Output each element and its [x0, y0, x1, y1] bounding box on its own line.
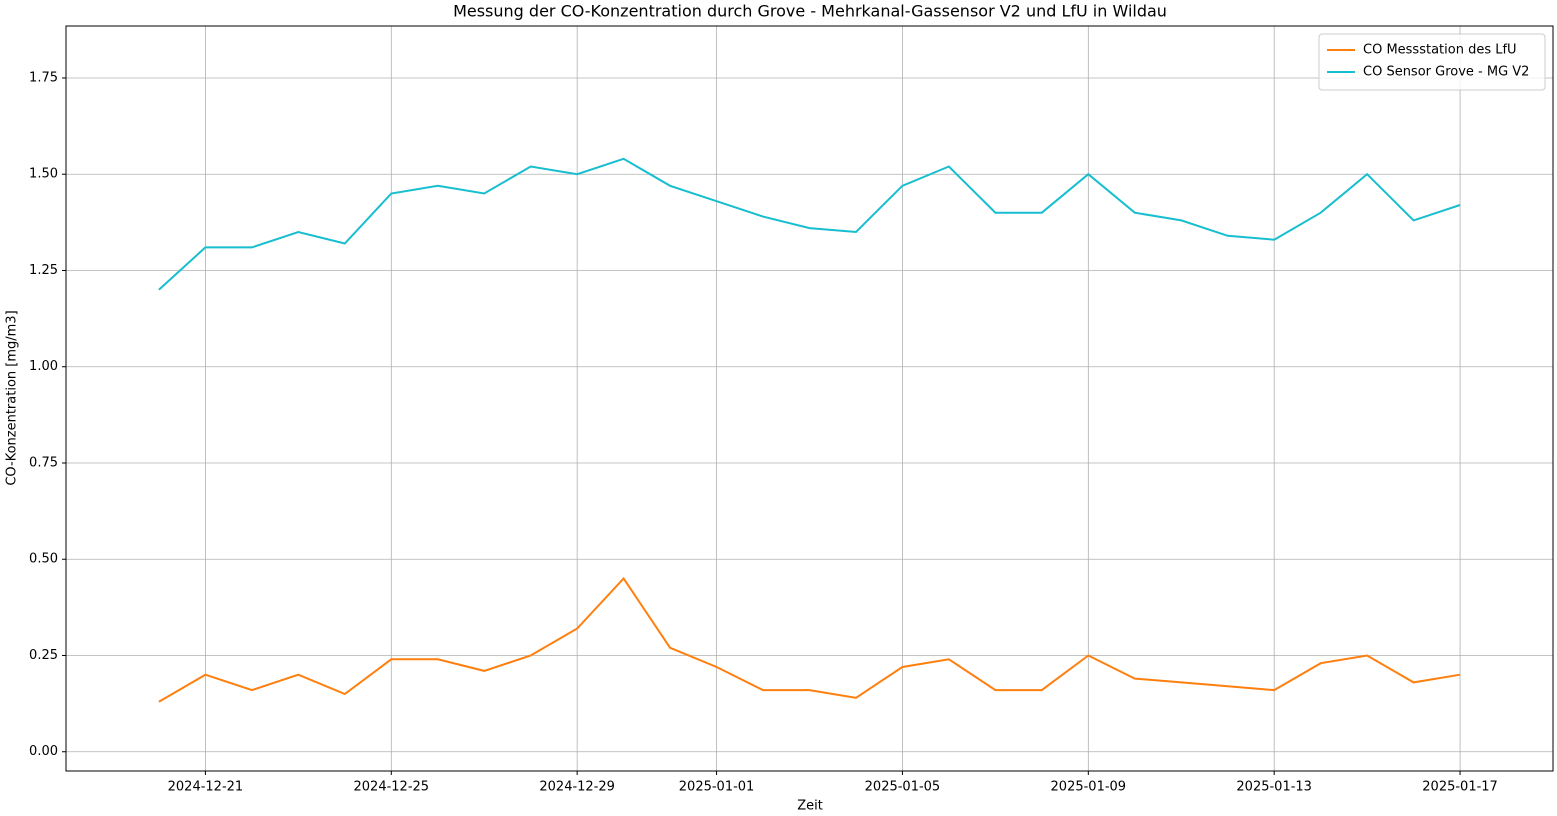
x-tick-label: 2024-12-25 [354, 780, 430, 795]
y-tick-label: 1.25 [29, 263, 58, 278]
plot-frame [65, 25, 1554, 772]
y-tick-label: 0.75 [29, 455, 58, 470]
x-axis-label: Zeit [797, 799, 823, 814]
y-tick-label: 1.00 [29, 359, 58, 374]
legend: CO Messstation des LfU CO Sensor Grove - … [1318, 33, 1546, 91]
legend-box [1318, 33, 1546, 91]
x-tick-label: 2024-12-29 [539, 780, 615, 795]
y-tick-label: 0.25 [29, 648, 58, 663]
x-tick-label: 2025-01-05 [865, 780, 941, 795]
legend-label: CO Messstation des LfU [1363, 43, 1517, 58]
y-axis-label: CO-Konzentration [mg/m3] [5, 310, 20, 485]
legend-label: CO Sensor Grove - MG V2 [1363, 65, 1529, 80]
x-tick-label: 2024-12-21 [168, 780, 244, 795]
data-line [158, 576, 1461, 703]
data-line [158, 157, 1461, 291]
x-tick-label: 2025-01-13 [1236, 780, 1312, 795]
x-tick-label: 2025-01-17 [1422, 780, 1498, 795]
chart-title: Messung der CO-Konzentration durch Grove… [453, 2, 1167, 21]
y-tick-label: 0.50 [29, 552, 58, 567]
x-tick-label: 2025-01-09 [1051, 780, 1127, 795]
y-tick-label: 0.00 [29, 744, 58, 759]
y-tick-label: 1.75 [29, 70, 58, 85]
y-tick-label: 1.50 [29, 167, 58, 182]
x-tick-label: 2025-01-01 [679, 780, 755, 795]
